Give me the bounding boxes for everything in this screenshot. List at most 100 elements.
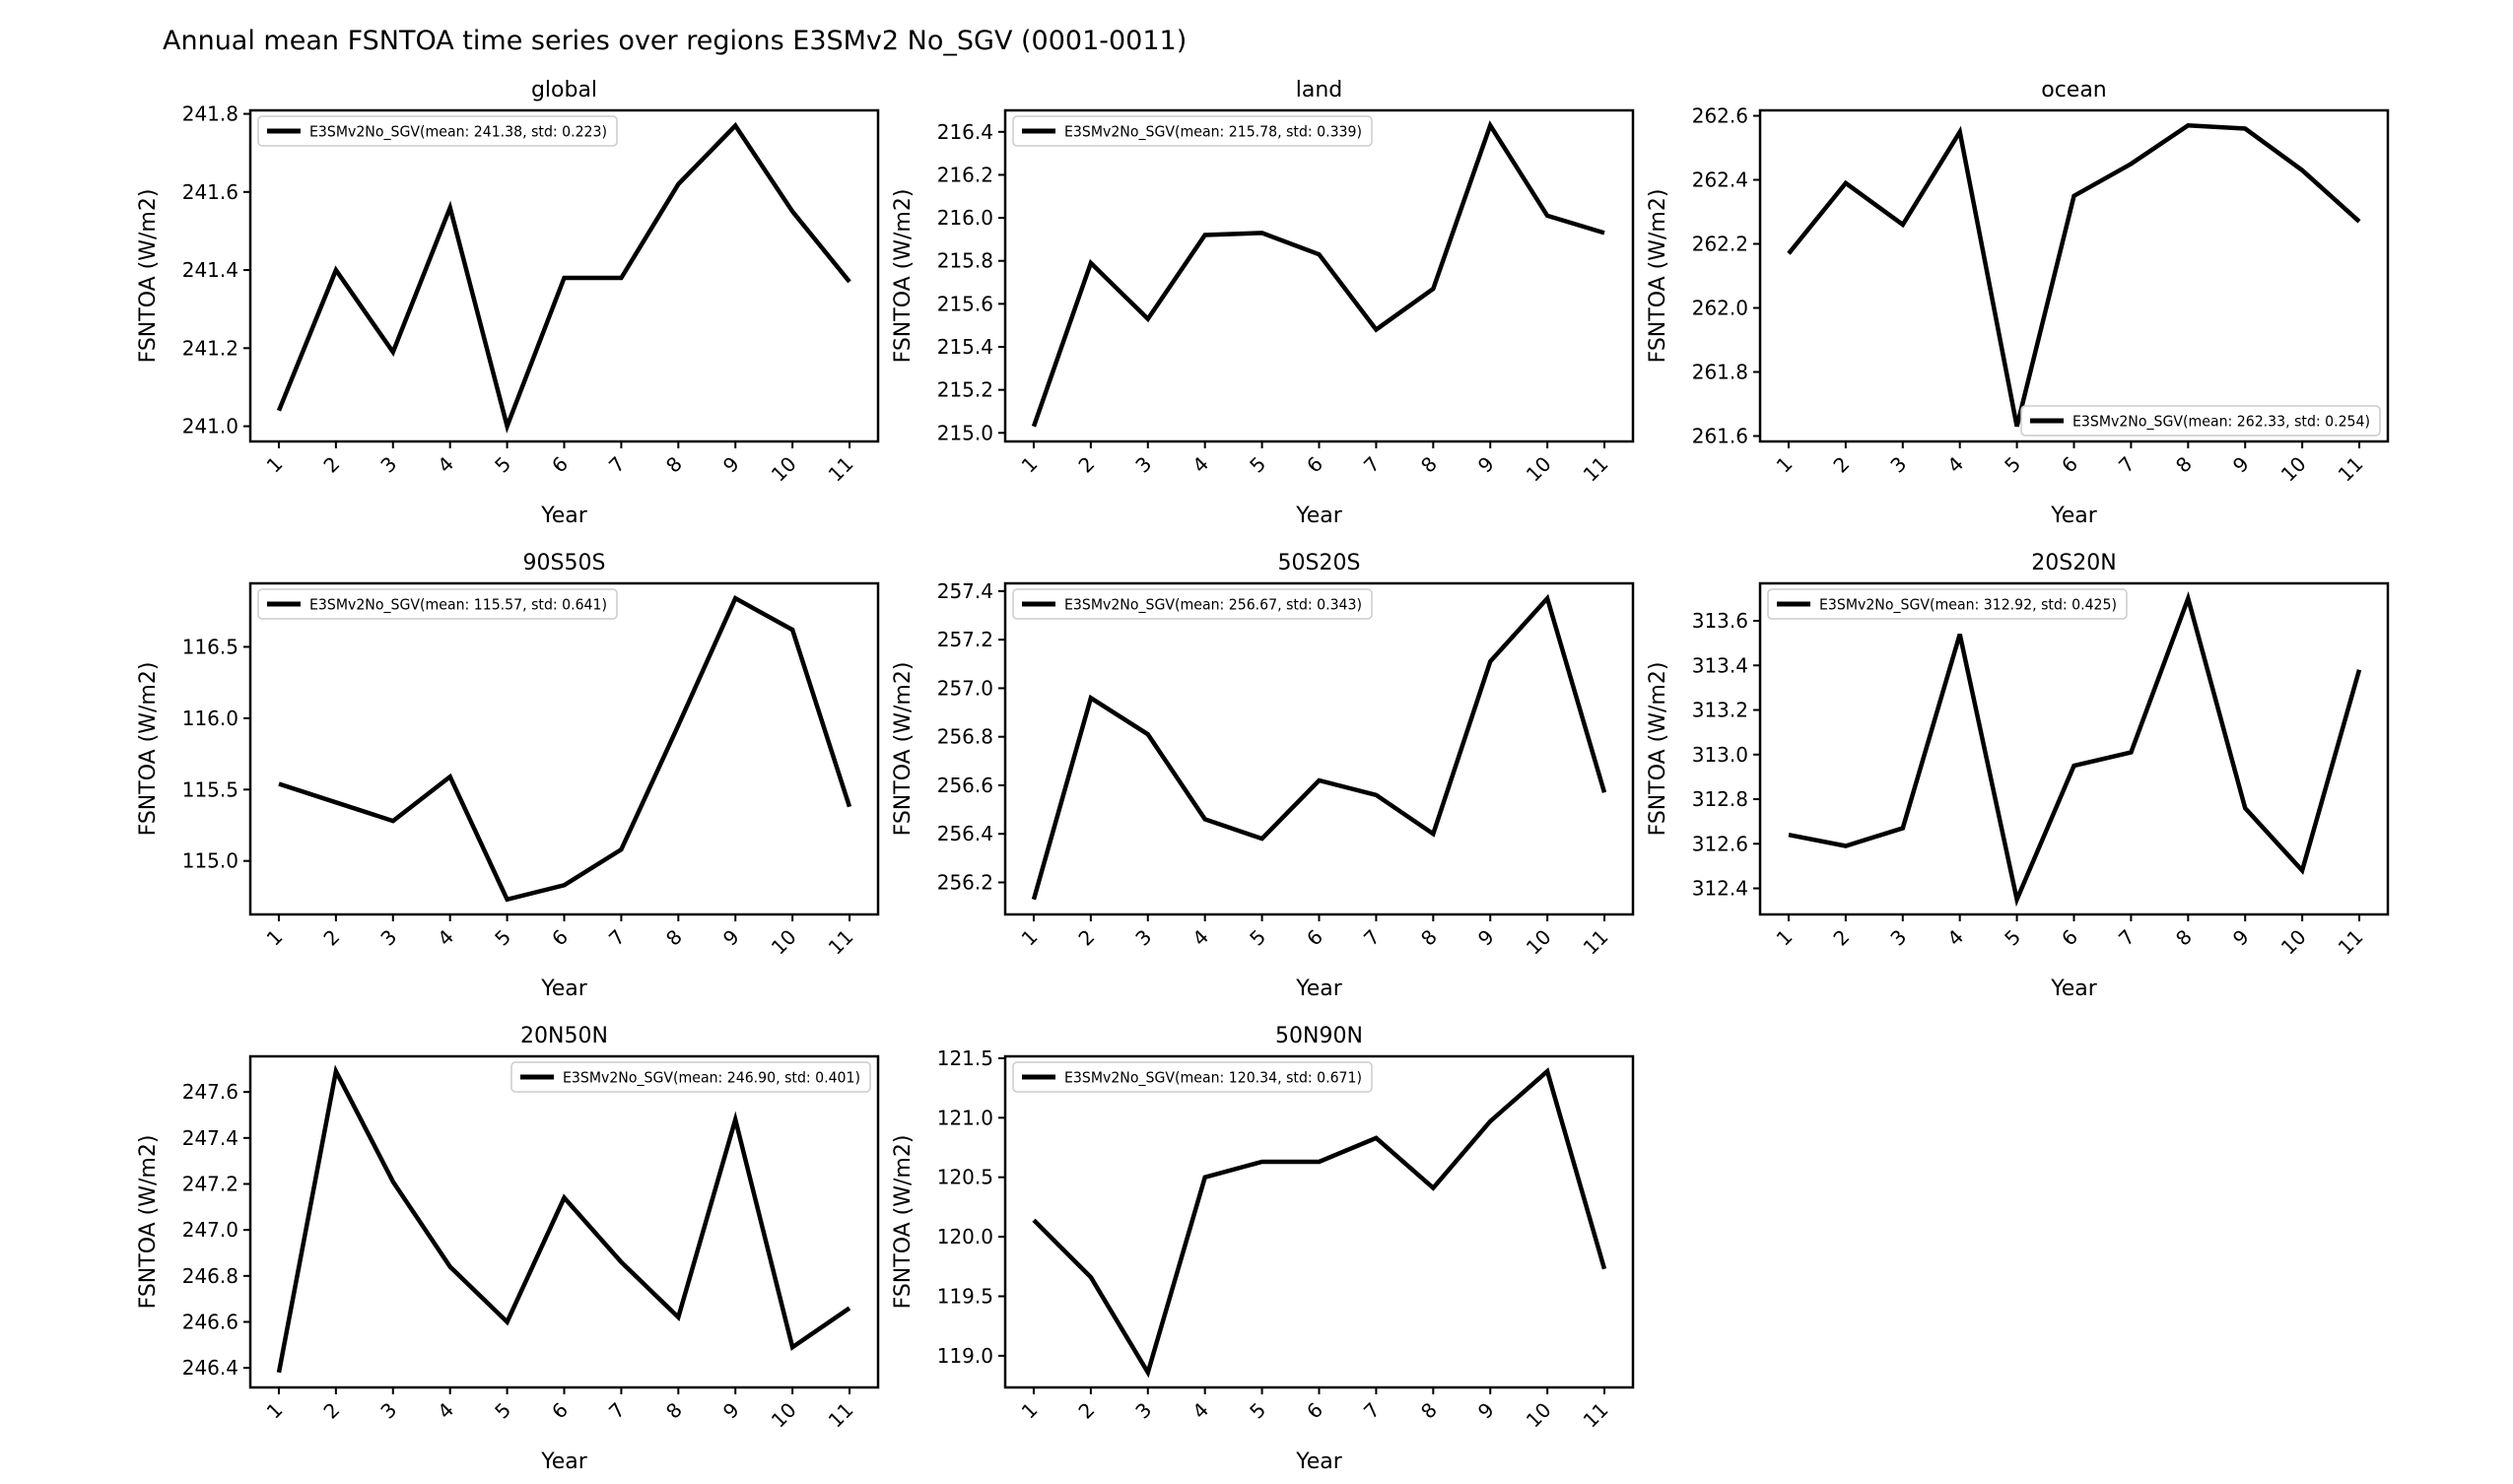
x-tick-label: 1 [262,925,288,951]
legend-label: E3SMv2No_SGV(mean: 312.92, std: 0.425) [1819,596,2117,615]
y-tick-label: 262.6 [1692,104,1748,128]
legend-box [2020,405,2381,437]
x-tick-label: 5 [2000,452,2025,478]
y-tick-label: 115.5 [182,777,238,801]
axes-frame [1003,581,1635,916]
x-tick-label: 8 [1416,452,1442,478]
y-tick-label: 247.6 [182,1080,238,1104]
y-tick-label: 119.0 [937,1344,993,1368]
y-tick-label: 261.8 [1692,360,1748,383]
axes-frame [1003,108,1635,443]
x-tick-label: 8 [1416,925,1442,951]
y-tick-label: 215.0 [937,421,993,444]
y-tick-label: 116.5 [182,635,238,658]
y-axis-label: FSNTOA (W/m2) [1646,662,1670,837]
x-tick-label: 10 [2276,925,2311,960]
x-tick-label: 10 [2276,452,2311,487]
x-tick-label: 2 [318,1398,344,1424]
axes-frame [1003,1054,1635,1389]
data-line [1031,593,1607,901]
y-tick-label: 313.4 [1692,653,1748,677]
x-tick-label: 11 [2334,452,2368,487]
data-line [1031,120,1605,428]
legend-box [1012,115,1373,147]
x-tick-label: 5 [1245,1398,1270,1424]
y-axis-label: FSNTOA (W/m2) [136,662,161,837]
x-tick-label: 8 [661,925,687,951]
y-tick-label: 246.4 [182,1356,238,1380]
x-tick-label: 6 [1302,452,1327,478]
x-tick-label: 10 [1522,1398,1556,1433]
x-tick-label: 1 [1772,925,1798,951]
x-tick-label: 8 [2171,452,2197,478]
legend: E3SMv2No_SGV(mean: 262.33, std: 0.254) [2020,405,2381,437]
y-axis-label: FSNTOA (W/m2) [1646,189,1670,364]
x-tick-label: 7 [1359,925,1385,951]
y-tick-label: 121.0 [937,1106,993,1129]
line-chart-20S20N: 312.4 312.6 312.8 313.0 313.2 313.4 313.6 1 2 3 4 5… [1646,551,2390,1001]
x-tick-label: 11 [1579,1398,1613,1433]
x-tick-label: 7 [604,1398,630,1424]
x-tick-label: 1 [262,1398,288,1424]
x-tick-label: 1 [262,452,288,478]
axes-frame [1758,581,2390,916]
legend-box [1012,588,1373,620]
subplot-global: 241.0 241.2 241.4 241.6 241.8 1 2 3 4 5 6 7 8 9 10 11 gl… [83,61,883,534]
subplot-20S20N: 312.4 312.6 312.8 313.0 313.2 313.4 313.6 1 2 3 4 5… [1593,534,2393,1007]
x-tick-label: 6 [547,452,573,478]
subplot-title: 50N90N [1275,1024,1363,1048]
x-axis-label: Year [540,977,588,1001]
y-tick-label: 313.0 [1692,743,1748,767]
y-tick-label: 312.8 [1692,787,1748,811]
x-tick-label: 7 [2114,452,2139,478]
x-tick-label: 4 [1942,925,1968,951]
x-axis-label: Year [1295,1450,1343,1474]
legend-label: E3SMv2No_SGV(mean: 120.34, std: 0.671) [1064,1069,1362,1088]
y-tick-label: 256.6 [937,774,993,797]
axes-frame [1758,108,2390,443]
y-tick-label: 257.0 [937,676,993,700]
subplot-ocean: 261.6 261.8 262.0 262.2 262.4 262.6 1 2 3 4 5 6 7 8 9 1… [1593,61,2393,534]
x-tick-label: 6 [2057,452,2082,478]
subplot-50S20S: 256.2 256.4 256.6 256.8 257.0 257.2 257.4 1 2 3 4 5… [838,534,1638,1007]
y-tick-label: 241.6 [182,180,238,204]
x-tick-label: 9 [718,452,744,478]
x-axis-label: Year [2050,504,2098,528]
y-tick-label: 257.2 [937,628,993,651]
figure-title: Annual mean FSNTOA time series over regi… [163,26,1188,56]
subplot-20N50N: 246.4 246.6 246.8 247.0 247.2 247.4 247.6 1 2 3 4 5… [83,1007,883,1480]
x-tick-label: 10 [1522,925,1556,960]
subplot-90S50S: 115.0 115.5 116.0 116.5 1 2 3 4 5 6 7 8 9 10 11 90S50S Y… [83,534,883,1007]
data-line [1787,123,2361,428]
legend-label: E3SMv2No_SGV(mean: 215.78, std: 0.339) [1064,123,1362,142]
legend: E3SMv2No_SGV(mean: 115.57, std: 0.641) [257,588,618,620]
y-tick-label: 241.2 [182,336,238,360]
x-tick-label: 7 [1359,452,1385,478]
y-tick-label: 215.6 [937,292,993,315]
y-tick-label: 262.0 [1692,296,1748,319]
y-tick-label: 215.2 [937,378,993,402]
y-tick-label: 313.6 [1692,609,1748,633]
legend-label: E3SMv2No_SGV(mean: 256.67, std: 0.343) [1064,596,1362,615]
y-tick-label: 115.0 [182,849,238,873]
y-tick-label: 256.4 [937,822,993,845]
x-tick-label: 6 [547,925,573,951]
y-tick-label: 119.5 [937,1284,993,1308]
y-axis-label: FSNTOA (W/m2) [136,1135,161,1310]
y-tick-label: 312.6 [1692,832,1748,855]
x-tick-label: 1 [1017,925,1043,951]
x-tick-label: 2 [1828,452,1854,478]
data-line [276,1064,851,1374]
x-tick-label: 5 [1245,452,1270,478]
subplot-title: global [531,78,597,102]
legend-box [1012,1061,1373,1093]
x-tick-label: 9 [718,925,744,951]
x-tick-label: 7 [604,925,630,951]
line-chart-50S20S: 256.2 256.4 256.6 256.8 257.0 257.2 257.4 1 2 3 4 5… [891,551,1635,1001]
y-tick-label: 120.0 [937,1225,993,1248]
x-tick-label: 1 [1017,452,1043,478]
y-tick-label: 216.4 [937,120,993,144]
